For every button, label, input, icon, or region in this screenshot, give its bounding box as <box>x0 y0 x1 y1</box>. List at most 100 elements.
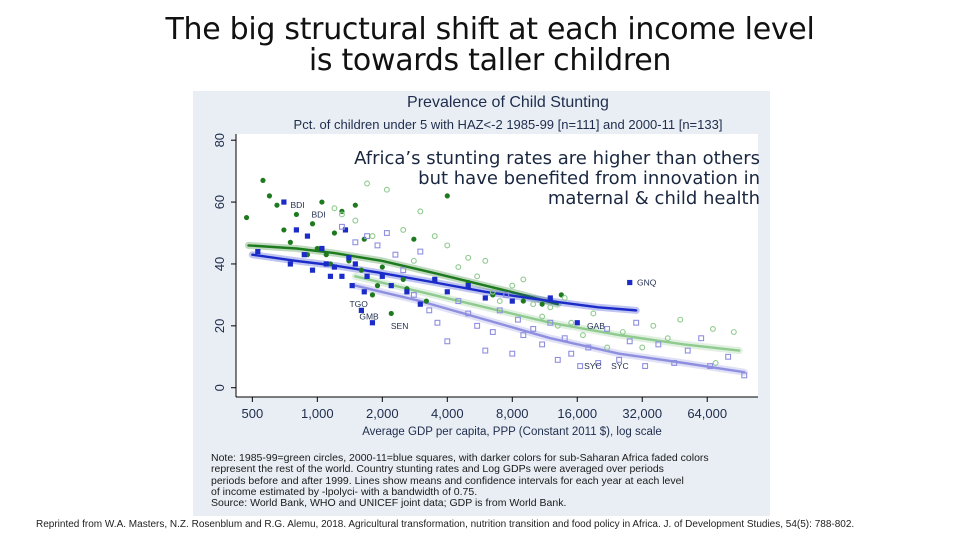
data-point <box>243 214 250 221</box>
data-point <box>274 202 280 208</box>
data-point <box>444 242 451 249</box>
chart-title: Prevalence of Child Stunting <box>407 94 609 111</box>
data-point <box>604 344 611 351</box>
fitted-mean-line <box>354 275 741 352</box>
data-point <box>331 205 338 212</box>
slide-title: The big structural shift at each income … <box>150 14 830 76</box>
data-point <box>309 221 316 227</box>
data-point <box>741 372 748 379</box>
data-point <box>496 307 503 314</box>
data-point <box>293 211 300 218</box>
data-point <box>346 255 352 261</box>
data-point <box>369 320 376 326</box>
data-point <box>388 283 394 289</box>
data-point <box>331 230 338 236</box>
chart-panel: Prevalence of Child Stunting Pct. of chi… <box>193 91 770 516</box>
data-point <box>626 338 633 345</box>
data-point <box>383 230 390 236</box>
data-point <box>388 310 394 317</box>
data-point <box>287 239 293 245</box>
data-point <box>417 301 423 307</box>
chart-note: Note: 1985-99=green circles, 2000-11=blu… <box>211 452 761 509</box>
data-point <box>671 360 678 366</box>
data-point <box>349 283 355 289</box>
data-point <box>579 332 586 339</box>
data-point <box>314 245 320 252</box>
overlay-callout-line-1: Africa’s stunting rates are higher than … <box>354 148 760 169</box>
data-point <box>489 329 496 335</box>
data-point <box>520 298 526 304</box>
data-point <box>287 261 293 267</box>
data-point <box>410 291 417 298</box>
data-point <box>327 261 334 267</box>
data-point <box>520 332 527 339</box>
data-point <box>515 316 521 323</box>
country-label: TGO <box>349 299 368 309</box>
data-point <box>530 301 537 308</box>
data-point <box>725 353 732 360</box>
chart-note-line-2: represent the rest of the world. Country… <box>211 463 664 476</box>
y-tick-label: 0 <box>212 384 227 391</box>
data-point <box>319 199 325 205</box>
plot-area <box>236 134 758 397</box>
data-point <box>489 288 496 295</box>
data-point <box>465 254 472 261</box>
data-point <box>619 329 626 335</box>
data-point <box>627 279 633 286</box>
data-point <box>554 356 561 363</box>
data-point <box>547 304 554 311</box>
y-tick-label: 60 <box>212 195 227 209</box>
data-point <box>503 291 510 298</box>
data-point <box>379 273 385 279</box>
overlay-callout-line-2: but have benefited from innovation in <box>418 168 760 189</box>
data-point <box>304 233 311 239</box>
country-label: GAB <box>587 321 605 331</box>
country-label: GNQ <box>637 278 657 288</box>
data-point <box>509 298 515 304</box>
data-point <box>707 363 714 370</box>
x-tick-label: 2,000 <box>366 406 399 421</box>
data-point <box>301 252 307 258</box>
data-point <box>677 316 684 323</box>
data-point <box>455 298 462 305</box>
data-point <box>364 273 370 279</box>
data-point <box>364 233 371 240</box>
data-point <box>400 226 407 233</box>
data-point <box>482 347 489 354</box>
data-point <box>684 347 691 354</box>
data-point <box>323 252 329 258</box>
data-point <box>465 310 472 317</box>
data-point <box>650 322 657 329</box>
country-label: SEN <box>391 321 408 331</box>
data-point <box>266 193 273 199</box>
fitted-mean-line <box>251 253 638 312</box>
data-point <box>309 267 316 273</box>
data-point <box>352 202 358 208</box>
data-point <box>482 295 488 301</box>
x-tick-label: 8,000 <box>496 406 529 421</box>
data-point <box>698 335 705 342</box>
data-point <box>547 319 554 326</box>
chart-note-line-1: Note: 1985-99=green circles, 2000-11=blu… <box>211 452 709 464</box>
data-point <box>577 363 584 370</box>
data-point <box>604 325 611 332</box>
data-point <box>400 267 407 274</box>
data-point <box>590 310 597 317</box>
y-tick-label: 20 <box>212 319 227 333</box>
data-point <box>520 276 527 283</box>
data-point <box>655 341 662 348</box>
data-point <box>509 350 516 357</box>
data-point <box>539 341 546 348</box>
data-point <box>338 223 345 230</box>
country-label: SYC <box>611 361 628 371</box>
x-tick-label: 64,000 <box>687 406 727 421</box>
data-point <box>342 227 349 233</box>
data-point <box>554 322 561 329</box>
data-point <box>400 276 406 283</box>
data-point <box>585 344 592 351</box>
data-point <box>327 273 334 279</box>
data-point <box>417 248 424 255</box>
data-point <box>547 295 553 301</box>
data-point <box>404 289 410 295</box>
data-point <box>574 320 580 326</box>
